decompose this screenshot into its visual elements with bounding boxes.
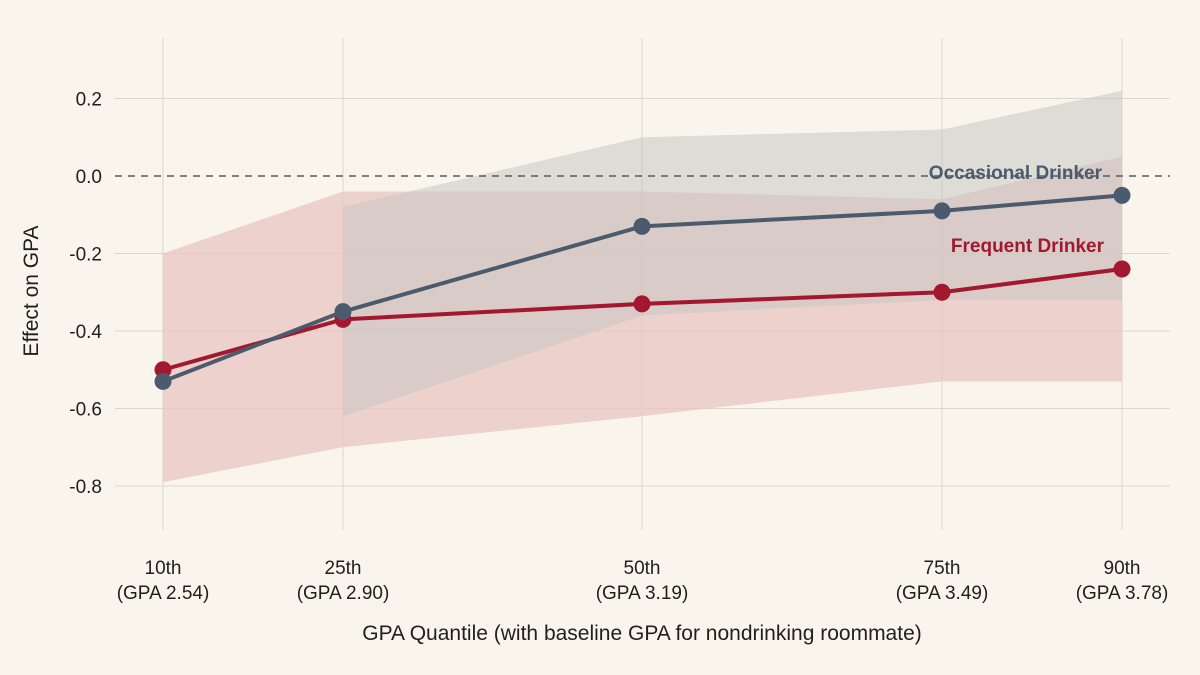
series-label-frequent-drinker: Frequent Drinker (951, 236, 1105, 257)
x-tick-label-quantile: 10th (145, 558, 182, 579)
confidence-bands (163, 90, 1122, 483)
x-tick-label-gpa: (GPA 2.54) (117, 583, 210, 604)
data-point-occasional-drinker-90th (1113, 186, 1131, 204)
y-tick-label: 0.0 (76, 167, 102, 188)
y-tick-label: 0.2 (76, 90, 102, 111)
x-tick-label-quantile: 90th (1104, 558, 1141, 579)
x-axis-title: GPA Quantile (with baseline GPA for nond… (362, 622, 922, 645)
x-axis-ticks: 10th (GPA 2.54) 25th (GPA 2.90) 50th (GPA 3.1… (117, 558, 1169, 604)
data-point-occasional-drinker-10th (154, 372, 172, 390)
series-labels: Occasional Drinker Frequent Drinker (929, 163, 1105, 257)
x-tick-label-quantile: 50th (624, 558, 661, 579)
x-tick-label-gpa: (GPA 3.19) (596, 583, 689, 604)
y-tick-label: -0.8 (69, 477, 102, 498)
x-tick-label-quantile: 75th (924, 558, 961, 579)
y-axis-ticks: 0.2 0.0 -0.2 -0.4 -0.6 -0.8 (69, 90, 102, 499)
y-tick-label: -0.4 (69, 322, 102, 343)
data-point-occasional-drinker-50th (633, 217, 651, 235)
data-point-occasional-drinker-25th (334, 303, 352, 321)
data-point-frequent-drinker-75th (933, 283, 951, 301)
x-tick-label-gpa: (GPA 3.49) (896, 583, 989, 604)
x-tick-label-quantile: 25th (325, 558, 362, 579)
data-point-frequent-drinker-90th (1113, 260, 1131, 278)
y-axis-title: Effect on GPA (20, 225, 43, 356)
x-tick-label-gpa: (GPA 2.90) (297, 583, 390, 604)
y-tick-label: -0.6 (69, 400, 102, 421)
data-point-frequent-drinker-50th (633, 295, 651, 313)
confidence-band-occasional-drinker (343, 90, 1122, 417)
data-point-occasional-drinker-75th (933, 202, 951, 220)
y-tick-label: -0.2 (69, 245, 102, 266)
series-points (154, 186, 1131, 390)
series-label-occasional-drinker: Occasional Drinker (929, 163, 1103, 184)
data-point-frequent-drinker-10th (154, 361, 172, 379)
x-tick-label-gpa: (GPA 3.78) (1076, 583, 1169, 604)
